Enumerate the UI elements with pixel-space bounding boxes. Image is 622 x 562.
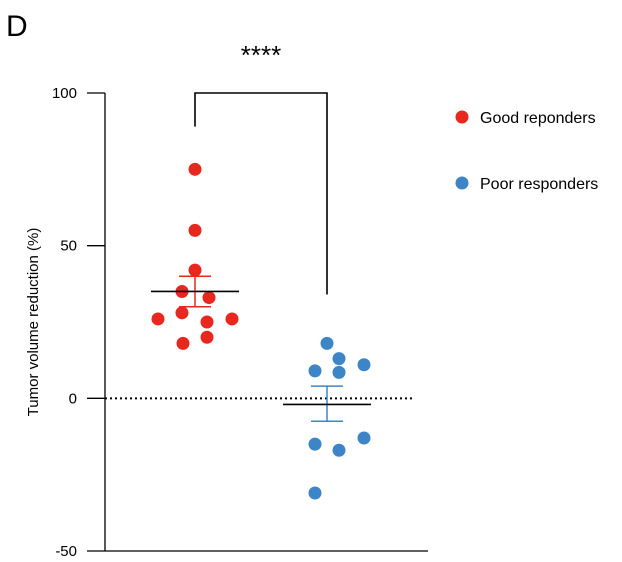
data-point <box>332 365 346 379</box>
series-poor-responders <box>283 336 371 500</box>
significance-bracket <box>194 92 328 295</box>
series-good-reponders <box>151 162 239 350</box>
data-point <box>200 330 214 344</box>
axes: 100 50 0 -50 <box>52 85 428 560</box>
data-point <box>332 352 346 366</box>
data-point <box>357 431 371 445</box>
data-point <box>188 223 202 237</box>
significance-label: **** <box>241 40 281 70</box>
panel-letter: D <box>6 10 28 43</box>
y-axis-label: Tumor volume reduction (%) <box>25 228 42 417</box>
data-point <box>202 291 216 305</box>
data-point <box>200 315 214 329</box>
legend: Good reponders Poor responders <box>455 110 598 193</box>
legend-marker <box>455 176 469 190</box>
legend-marker <box>455 110 469 124</box>
data-point <box>320 336 334 350</box>
data-point <box>225 312 239 326</box>
legend-label: Good reponders <box>480 110 596 127</box>
data-marks <box>151 162 371 500</box>
data-point <box>151 312 165 326</box>
data-point <box>332 443 346 457</box>
data-point <box>188 162 202 176</box>
data-point <box>188 263 202 277</box>
y-tick-label: 100 <box>52 85 77 102</box>
data-point <box>357 358 371 372</box>
y-tick-label: 0 <box>69 390 77 407</box>
legend-label: Poor responders <box>480 176 598 193</box>
data-point <box>308 437 322 451</box>
data-point <box>176 336 190 350</box>
data-point <box>308 486 322 500</box>
data-point <box>175 306 189 320</box>
y-tick-label: -50 <box>55 543 77 560</box>
y-tick-label: 50 <box>60 238 77 255</box>
data-point <box>308 364 322 378</box>
